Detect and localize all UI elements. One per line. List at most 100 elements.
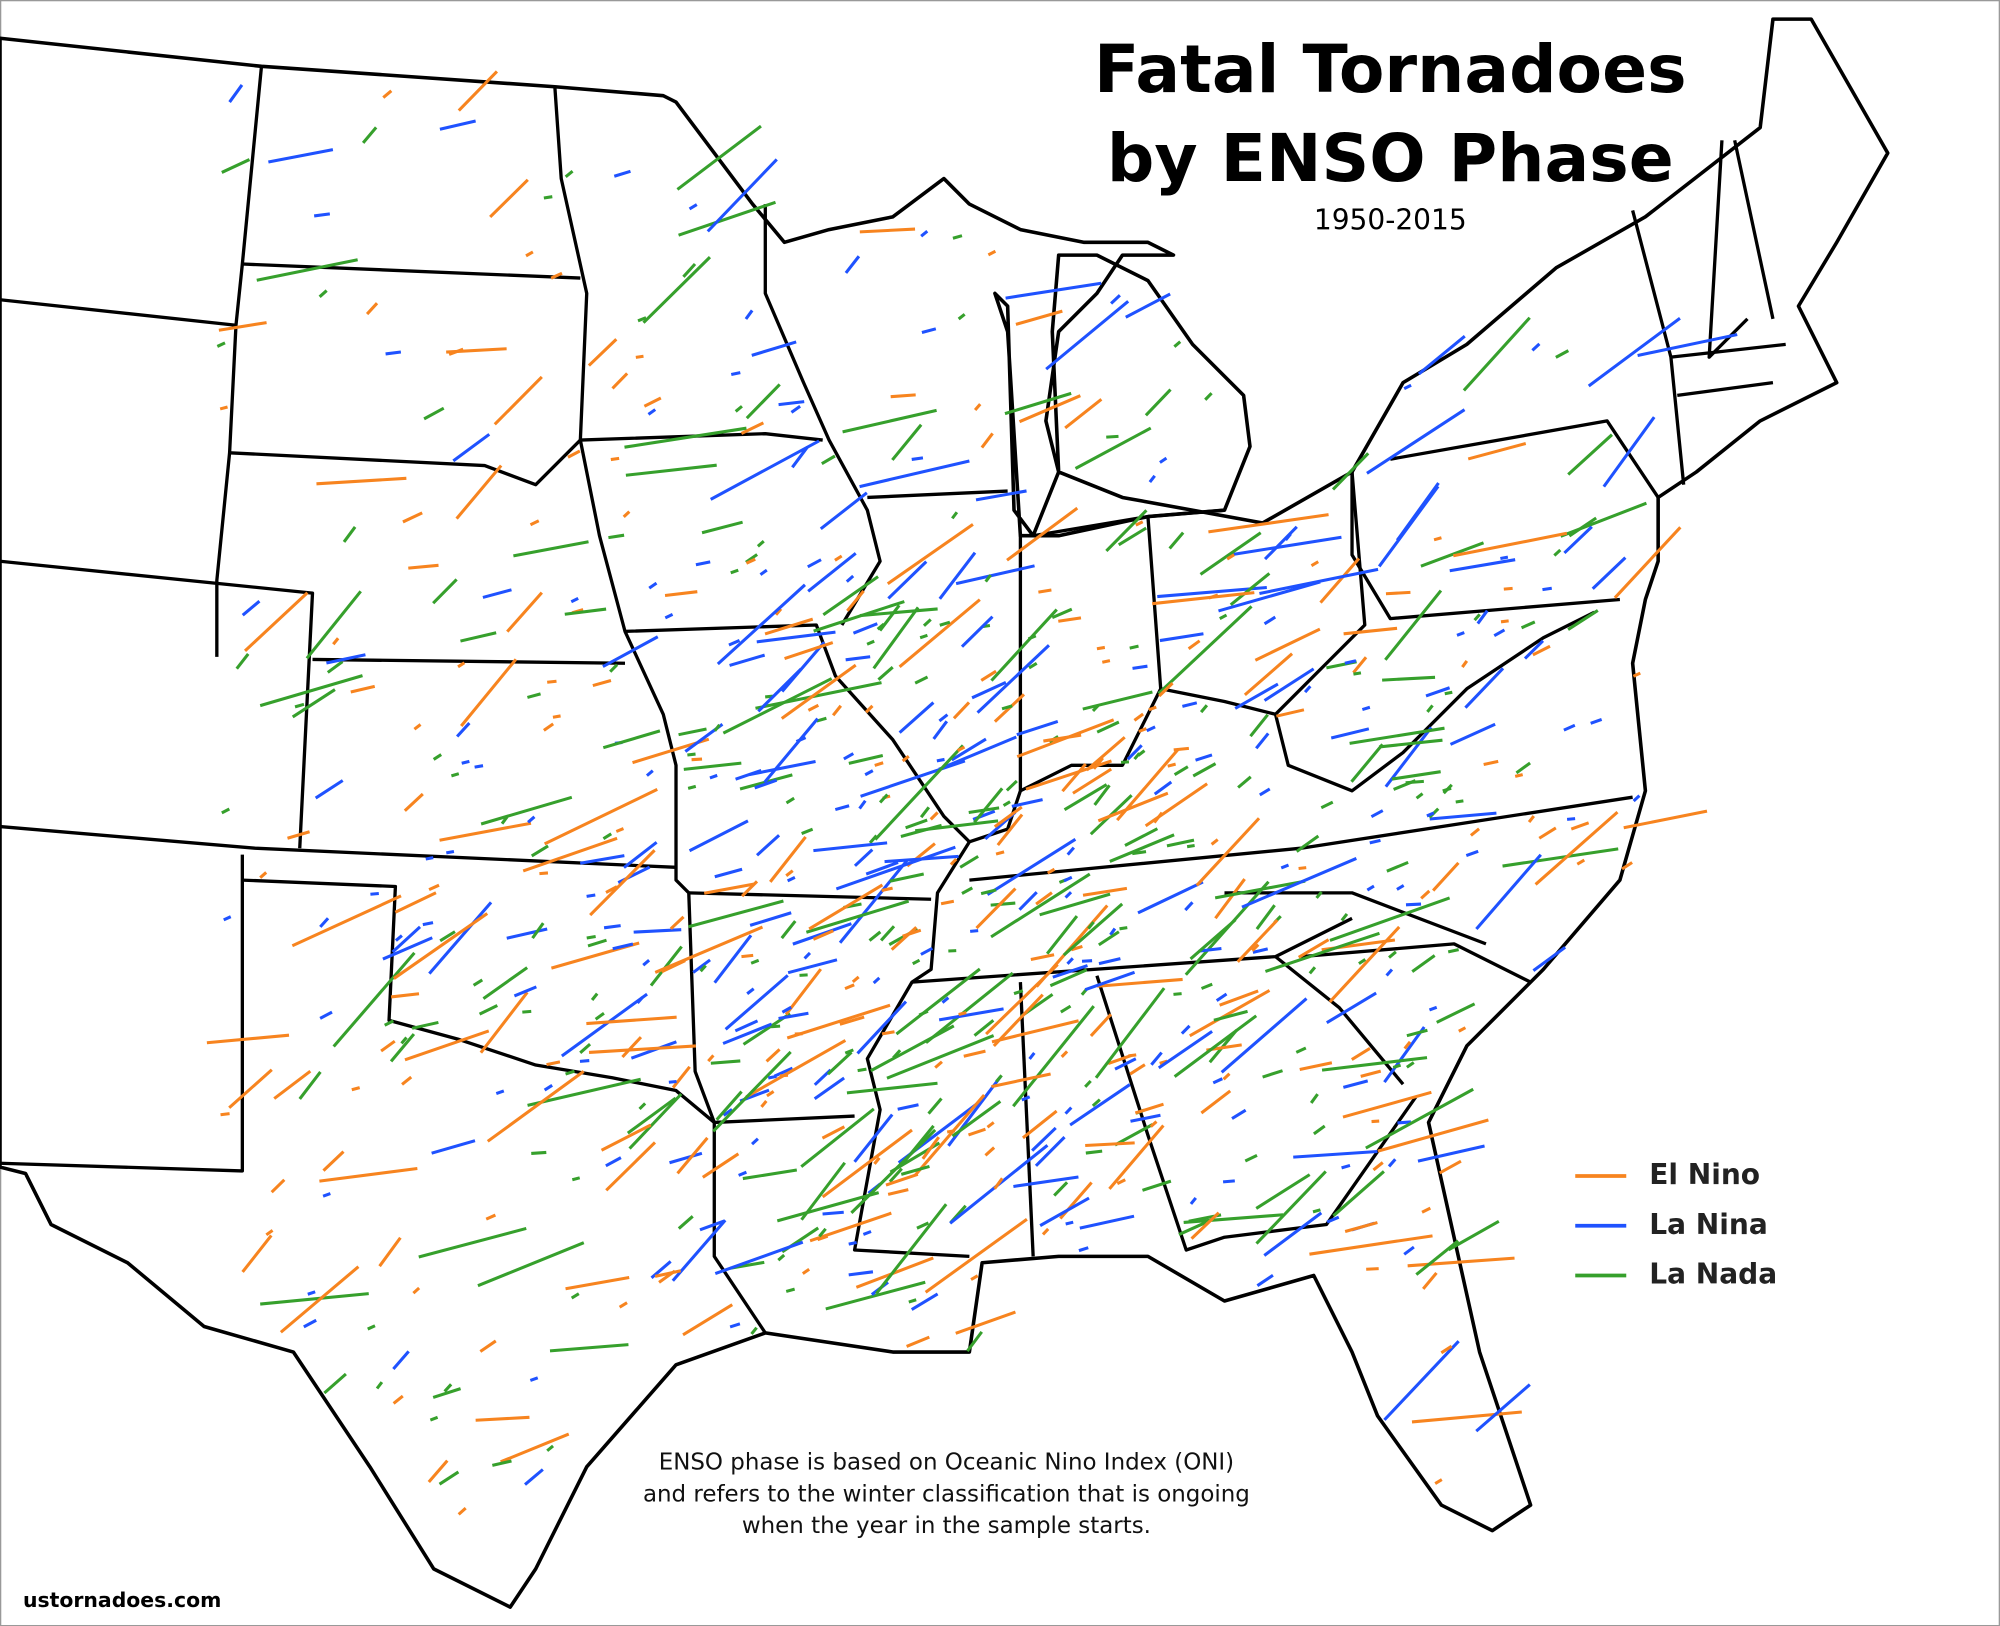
tornado-track <box>845 655 871 662</box>
tornado-track <box>687 752 696 757</box>
tornado-track <box>956 745 966 752</box>
tornado-track <box>834 554 843 562</box>
tornado-track <box>564 607 607 616</box>
tornado-track <box>564 169 574 178</box>
tornado-track <box>707 1054 715 1063</box>
tornado-track <box>1064 891 1073 899</box>
tornado-track <box>1350 743 1384 783</box>
tornado-track <box>1352 656 1368 674</box>
tornado-track <box>1563 723 1576 732</box>
tornado-track <box>1195 753 1213 762</box>
tornado-track <box>724 974 789 1031</box>
tornado-track <box>1406 1061 1415 1069</box>
tornado-track <box>1332 1170 1385 1217</box>
tornado-track <box>1241 857 1357 909</box>
tornado-track <box>527 815 536 824</box>
tornado-track <box>1421 1206 1432 1214</box>
tornado-track <box>1256 1273 1274 1287</box>
tornado-track <box>868 834 878 844</box>
tornado-track <box>1462 316 1531 392</box>
tornado-track <box>603 924 621 930</box>
tornado-track <box>1129 1063 1146 1076</box>
tornado-track <box>1208 513 1329 534</box>
tornado-track <box>314 779 344 800</box>
tornado-track <box>1210 838 1219 846</box>
tornado-track <box>813 1076 846 1100</box>
tornado-track <box>980 888 997 896</box>
state-borders <box>0 66 1786 1334</box>
tornado-track <box>987 249 997 257</box>
tornado-track <box>960 615 994 648</box>
tornado-track <box>228 84 244 103</box>
tornado-track <box>874 761 884 767</box>
tornado-track <box>493 375 543 426</box>
tornado-track <box>959 855 979 869</box>
tornado-track <box>547 679 557 684</box>
tornado-track <box>439 930 456 943</box>
tornado-track <box>973 787 1004 824</box>
tornado-track <box>677 1215 694 1230</box>
tornado-track <box>1137 880 1204 915</box>
credit: ustornadoes.com <box>23 1588 221 1612</box>
tornado-track <box>1298 866 1307 871</box>
tornado-track <box>1349 726 1445 745</box>
tornado-track <box>1005 281 1102 300</box>
tornado-track <box>586 1015 677 1026</box>
tornado-track <box>1124 827 1159 847</box>
tornado-track <box>1447 948 1459 954</box>
tornado-track <box>901 755 910 763</box>
tornado-track <box>851 975 860 984</box>
tornado-track <box>351 1086 361 1092</box>
tornado-track <box>446 850 455 855</box>
tornado-track <box>1133 752 1141 761</box>
tornado-track <box>506 927 548 940</box>
tornado-track <box>853 1113 894 1163</box>
state-border <box>1019 516 1163 793</box>
tornado-track <box>1005 779 1018 792</box>
tornado-track <box>850 1128 937 1214</box>
tornado-track <box>900 1164 930 1176</box>
tornado-track <box>908 1298 917 1304</box>
tornado-track <box>1342 1090 1432 1119</box>
tornado-track <box>1189 918 1237 961</box>
tornado-track <box>1094 987 1166 1079</box>
tornado-track <box>741 880 759 898</box>
tornado-track <box>480 795 573 826</box>
tornado-track <box>668 1079 677 1084</box>
tornado-track <box>730 371 741 376</box>
tornado-track <box>392 1394 404 1405</box>
tornado-track <box>756 540 765 548</box>
tornado-track <box>701 520 743 535</box>
tornado-track <box>394 891 437 914</box>
tornado-track <box>637 316 647 323</box>
tornado-track <box>852 622 878 635</box>
state-border <box>229 438 582 487</box>
tornado-track <box>1371 1119 1380 1124</box>
tornado-track <box>546 1060 561 1067</box>
tornado-track <box>1120 760 1130 764</box>
tornado-track <box>1052 964 1088 979</box>
tornado-track <box>291 894 402 948</box>
tornado-track <box>218 321 267 332</box>
state-border <box>867 489 1008 500</box>
tornado-track <box>1117 526 1147 547</box>
tornado-track <box>1538 826 1557 840</box>
tornado-track <box>1173 1014 1258 1078</box>
tornado-track <box>1082 886 1128 897</box>
tornado-track <box>990 872 1091 939</box>
tornado-track <box>970 1274 979 1281</box>
tornado-track <box>848 753 884 765</box>
tornado-track <box>786 876 796 883</box>
tornado-track <box>822 575 879 617</box>
tornado-track <box>428 883 440 892</box>
tornado-track <box>228 1068 273 1109</box>
tornado-track <box>1148 474 1156 483</box>
tornado-track <box>864 769 874 777</box>
tornado-track <box>404 1029 490 1062</box>
tornado-track <box>992 993 1044 1047</box>
tornado-track <box>1407 1256 1515 1268</box>
state-border <box>1350 471 1621 621</box>
tornado-track <box>446 347 507 354</box>
tornado-track <box>539 871 549 876</box>
